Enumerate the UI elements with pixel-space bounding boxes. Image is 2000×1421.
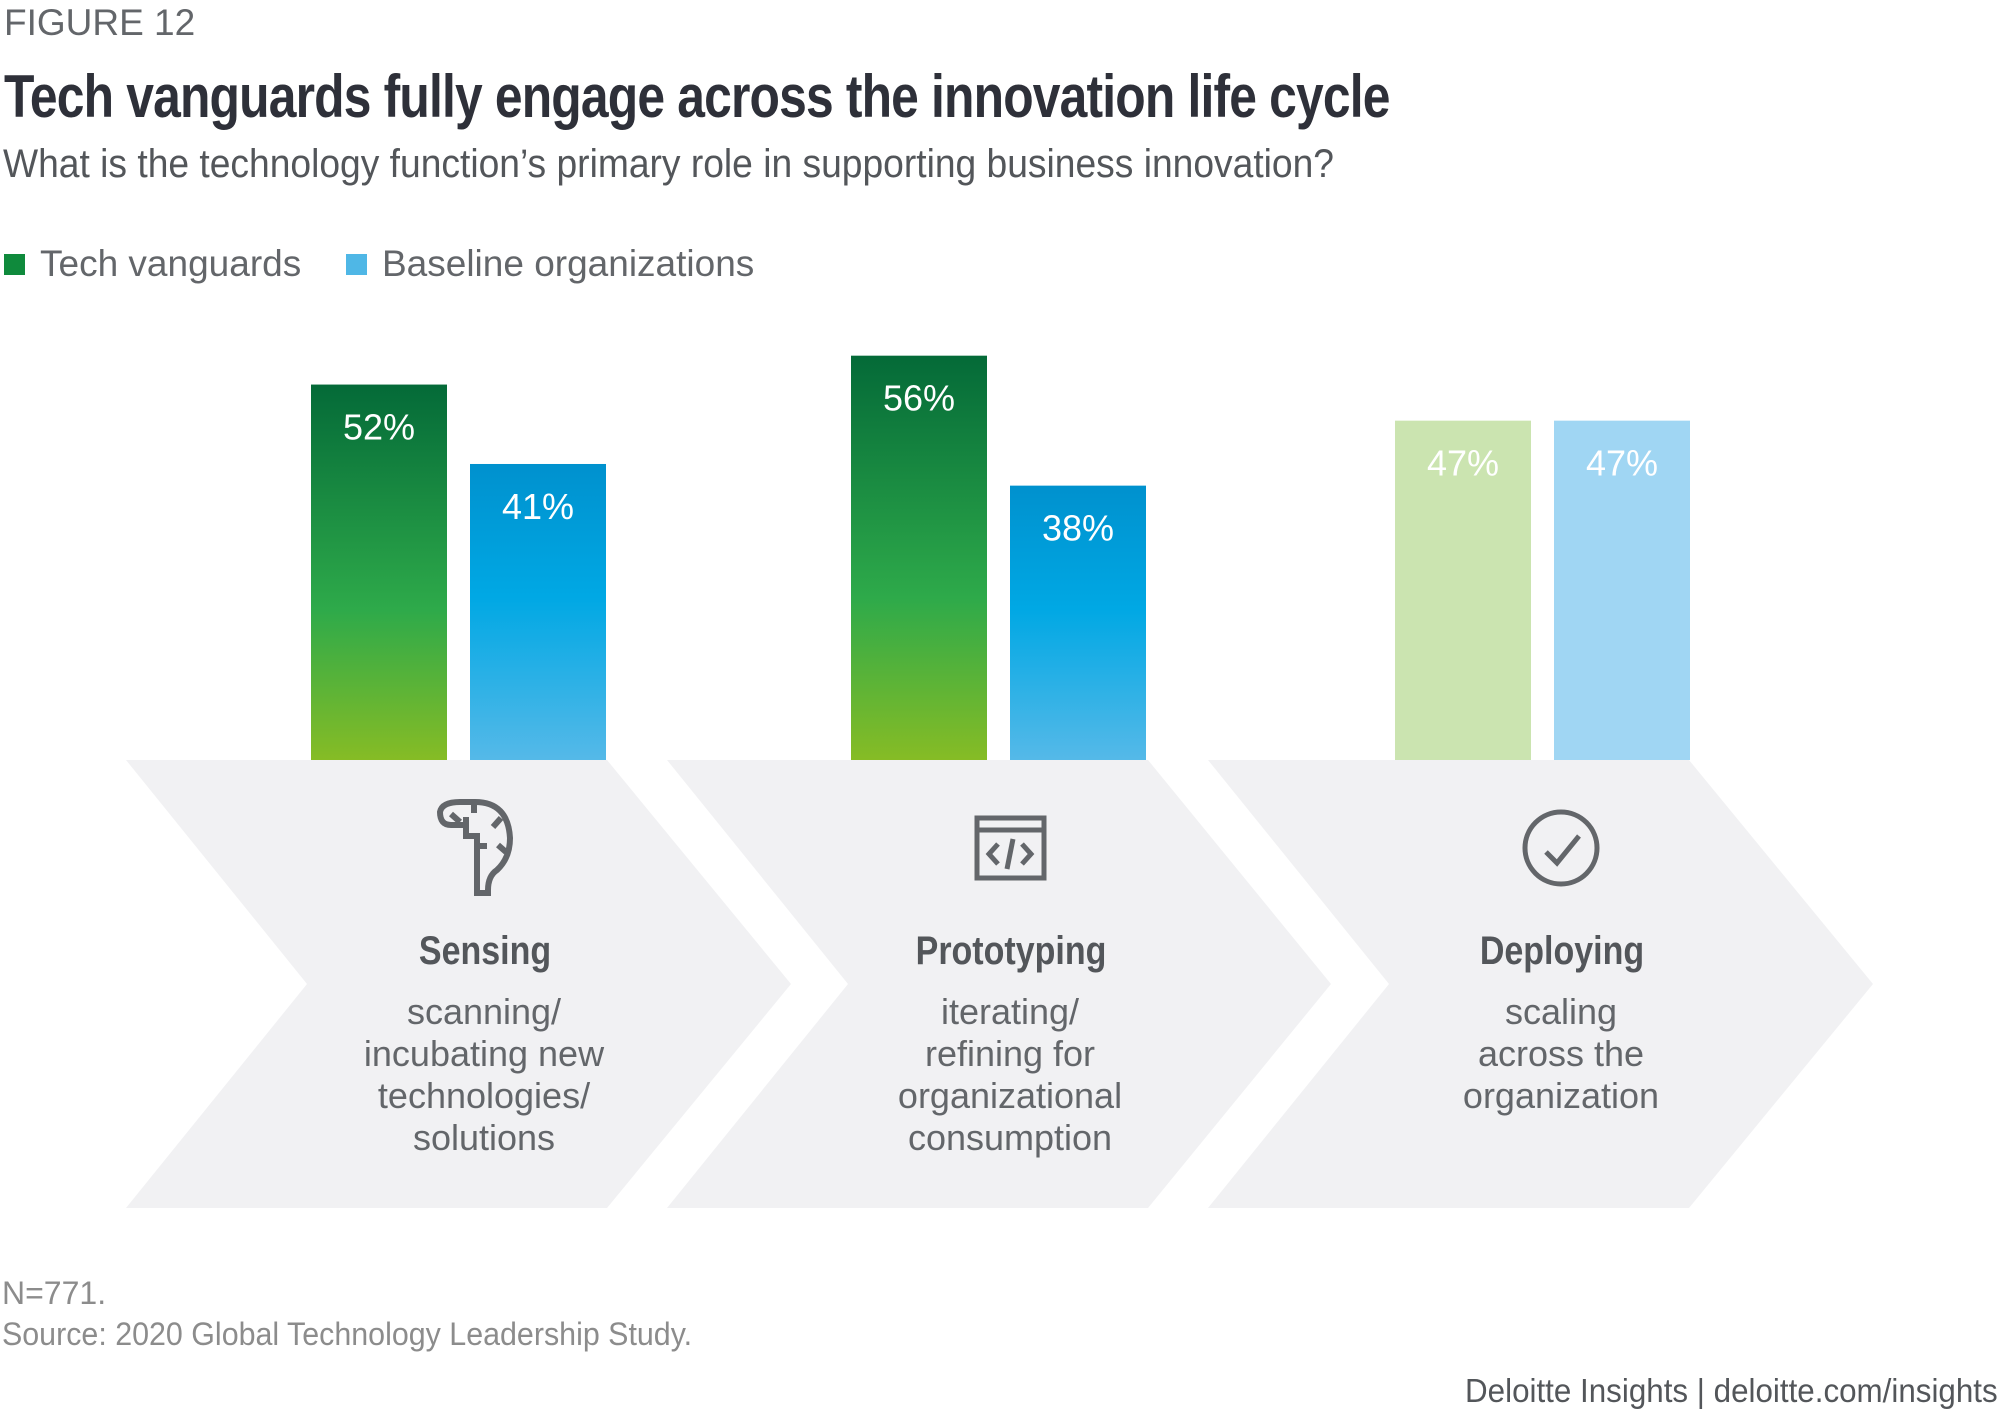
step-line: consumption [908, 1117, 1112, 1158]
legend-swatch-tech-vanguards [4, 253, 25, 275]
chevron-prototyping [667, 760, 1331, 1208]
legend-label: Baseline organizations [382, 243, 755, 284]
chart-title: Tech vanguards fully engage across the i… [4, 63, 1390, 130]
legend-item-tech-vanguards: Tech vanguards [4, 242, 301, 286]
bar-value-label: 52% [343, 407, 415, 448]
publisher-credit: Deloitte Insights | deloitte.com/insight… [1465, 1372, 1998, 1409]
chevron-deploying [1208, 760, 1873, 1208]
brain-icon [436, 799, 514, 896]
bar-prototyping-tech-vanguards [851, 355, 987, 760]
bar-value-label: 47% [1427, 443, 1499, 484]
bar-sensing-tech-vanguards [311, 384, 447, 760]
bar-value-label: 41% [502, 486, 574, 527]
bar-value-label: 56% [883, 378, 955, 419]
source-note: Source: 2020 Global Technology Leadershi… [2, 1316, 693, 1352]
step-line: technologies/ [378, 1075, 590, 1116]
step-line: iterating/ [941, 991, 1079, 1032]
step-title-sensing: Sensing [419, 927, 551, 972]
step-line: organization [1463, 1075, 1659, 1116]
bar-value-label: 47% [1586, 443, 1658, 484]
code-window-icon [974, 815, 1047, 881]
title-container: Tech vanguards fully engage across the i… [4, 62, 1390, 131]
step-line: across the [1478, 1033, 1644, 1074]
step-title-prototyping: Prototyping [916, 927, 1107, 972]
step-line: solutions [413, 1117, 555, 1158]
legend-swatch-baseline-organizations [346, 253, 367, 275]
legend-item-baseline-organizations: Baseline organizations [346, 242, 754, 286]
bar-deploying-tech-vanguards [1395, 420, 1531, 760]
bar-deploying-baseline-organizations [1554, 420, 1690, 760]
step-line: organizational [898, 1075, 1122, 1116]
chart-subtitle: What is the technology function’s primar… [3, 142, 1334, 186]
step-title-deploying: Deploying [1480, 927, 1644, 972]
sample-size-note: N=771. [2, 1275, 107, 1311]
bar-sensing-baseline-organizations [470, 463, 606, 760]
checkmark-circle-icon [1522, 809, 1600, 887]
step-line: incubating new [364, 1033, 605, 1074]
step-line: scanning/ [407, 991, 561, 1032]
figure-label: FIGURE 12 [4, 2, 196, 43]
bars-group: 52% 41% 56% 38% 47% 47% [311, 355, 1690, 760]
bar-prototyping-baseline-organizations [1010, 485, 1146, 760]
step-line: refining for [925, 1033, 1095, 1074]
chevron-sensing [126, 760, 791, 1208]
bar-value-label: 38% [1042, 508, 1114, 549]
legend-label: Tech vanguards [40, 243, 302, 284]
step-line: scaling [1505, 991, 1617, 1032]
step-texts: Sensing scanning/ incubating new technol… [364, 927, 1659, 1158]
